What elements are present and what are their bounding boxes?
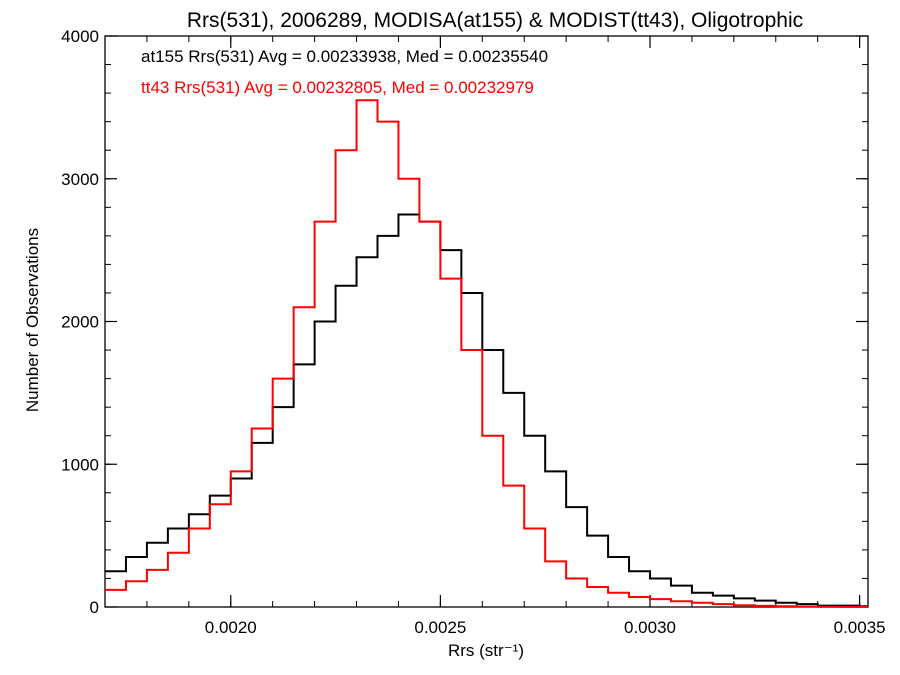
- legend: at155 Rrs(531) Avg = 0.00233938, Med = 0…: [141, 47, 548, 97]
- histogram-series-0: [105, 213, 868, 608]
- x-axis-label: Rrs (str⁻¹): [448, 641, 524, 660]
- legend-entry-0: at155 Rrs(531) Avg = 0.00233938, Med = 0…: [141, 47, 548, 66]
- y-tick-label: 3000: [61, 170, 99, 189]
- x-tick-label: 0.0025: [414, 618, 466, 637]
- y-tick-label: 4000: [61, 27, 99, 46]
- series-layer: [105, 99, 868, 608]
- y-tick-label: 0: [90, 598, 99, 617]
- histogram-series-1: [105, 99, 868, 608]
- y-axis-label: Number of Observations: [23, 228, 42, 412]
- x-tick-label: 0.0020: [205, 618, 257, 637]
- chart-title: Rrs(531), 2006289, MODISA(at155) & MODIS…: [187, 9, 803, 32]
- y-tick-label: 1000: [61, 455, 99, 474]
- ticks-layer: 0.0020 0.0025 0.0030 0.0035 0 1000 2000 3000 400…: [61, 27, 885, 637]
- plot-frame: [104, 35, 869, 608]
- legend-entry-1: tt43 Rrs(531) Avg = 0.00232805, Med = 0.…: [141, 78, 534, 97]
- y-tick-label: 2000: [61, 313, 99, 332]
- x-tick-label: 0.0030: [624, 618, 676, 637]
- x-tick-label: 0.0035: [834, 618, 886, 637]
